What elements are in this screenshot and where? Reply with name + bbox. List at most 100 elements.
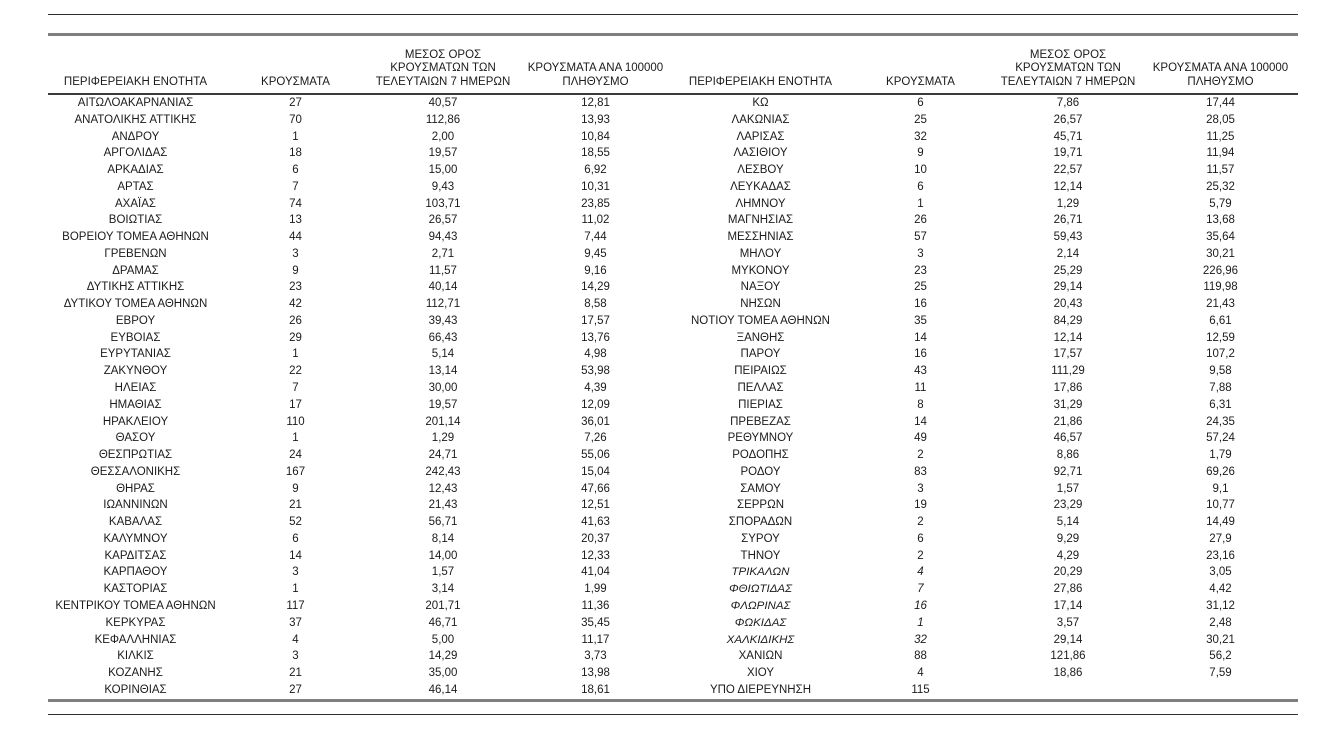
avg7-cell: 12,43 [428,482,458,495]
table-row: ΣΠΟΡΑΔΩΝ 2 5,14 14,49 [673,514,1298,531]
table-row: ΝΟΤΙΟΥ ΤΟΜΕΑ ΑΘΗΝΩΝ 35 84,29 6,61 [673,313,1298,330]
avg7-cell: 12,14 [1053,180,1083,193]
avg7-cell: 59,43 [1053,231,1083,244]
header-underline [48,93,1298,95]
table-row: ΚΑΒΑΛΑΣ 52 56,71 41,63 [48,514,673,531]
region-cell: ΑΝΑΤΟΛΙΚΗΣ ΑΤΤΙΚΗΣ [74,113,197,126]
table-row: ΜΑΓΝΗΣΙΑΣ 26 26,71 13,68 [673,212,1298,229]
per100k-cell: 12,33 [581,549,610,562]
cases-cell: 26 [914,214,927,227]
cases-cell: 7 [292,382,299,395]
cases-cell: 32 [914,633,927,646]
table-top-border [48,33,1298,36]
table-row: ΗΡΑΚΛΕΙΟΥ 110 201,14 36,01 [48,414,673,431]
table-header-row: ΠΕΡΙΦΕΡΕΙΑΚΗ ΕΝΟΤΗΤΑ ΚΡΟΥΣΜΑΤΑ ΜΕΣΟΣ ΟΡΟ… [48,36,1298,93]
region-cell: ΠΙΕΡΙΑΣ [738,398,783,411]
avg7-cell: 30,00 [428,382,458,395]
avg7-cell: 5,14 [431,348,455,361]
per100k-cell: 4,39 [584,382,607,395]
cases-cell: 3 [917,482,924,495]
region-cell: ΗΡΑΚΛΕΙΟΥ [102,415,169,428]
region-cell: ΠΕΙΡΑΙΩΣ [734,365,787,378]
region-cell: ΚΕΦΑΛΛΗΝΙΑΣ [94,633,177,646]
table-row: ΛΗΜΝΟΥ 1 1,29 5,79 [673,196,1298,213]
cases-cell: 70 [289,113,302,126]
region-cell: ΒΟΙΩΤΙΑΣ [108,214,163,227]
avg7-cell: 4,29 [1056,549,1080,562]
report-page: ΠΕΡΙΦΕΡΕΙΑΚΗ ΕΝΟΤΗΤΑ ΚΡΟΥΣΜΑΤΑ ΜΕΣΟΣ ΟΡΟ… [0,14,1329,745]
per100k-cell: 35,64 [1206,231,1235,244]
per100k-cell: 35,45 [581,616,610,629]
region-cell: ΦΩΚΙΔΑΣ [734,616,787,629]
cases-cell: 14 [914,331,927,344]
per100k-cell: 3,05 [1209,566,1232,579]
region-cell: ΚΑΡΔΙΤΣΑΣ [104,549,167,562]
region-cell: ΠΕΛΛΑΣ [737,382,784,395]
table-row: ΚΑΛΥΜΝΟΥ 6 8,14 20,37 [48,531,673,548]
per100k-cell: 17,57 [581,314,610,327]
region-cell: ΓΡΕΒΕΝΩΝ [104,247,167,260]
cases-cell: 17 [289,398,302,411]
avg7-cell: 39,43 [428,314,458,327]
region-cell: ΡΟΔΟΠΗΣ [732,449,789,462]
column-header-region: ΠΕΡΙΦΕΡΕΙΑΚΗ ΕΝΟΤΗΤΑ [63,75,208,88]
avg7-cell: 2,00 [431,130,455,143]
table-row: ΜΕΣΣΗΝΙΑΣ 57 59,43 35,64 [673,229,1298,246]
bottom-rule [48,713,1298,715]
region-cell: ΑΧΑΪΑΣ [115,197,156,210]
cases-cell: 6 [917,532,924,545]
per100k-cell: 10,31 [581,180,610,193]
table-row: ΑΡΓΟΛΙΔΑΣ 18 19,57 18,55 [48,145,673,162]
region-cell: ΘΕΣΣΑΛΟΝΙΚΗΣ [90,465,181,478]
cases-cell: 21 [289,499,302,512]
avg7-cell: 46,14 [428,683,458,696]
per100k-cell: 6,61 [1209,314,1232,327]
per100k-cell: 13,93 [581,113,610,126]
avg7-cell [993,682,1143,699]
table-row: ΓΡΕΒΕΝΩΝ 3 2,71 9,45 [48,246,673,263]
per100k-cell: 20,37 [581,532,610,545]
region-cell: ΔΥΤΙΚΟΥ ΤΟΜΕΑ ΑΘΗΝΩΝ [63,298,208,311]
region-cell: ΚΑΣΤΟΡΙΑΣ [103,583,168,596]
region-cell: ΣΕΡΡΩΝ [736,499,785,512]
avg7-cell: 18,86 [1053,667,1083,680]
cases-cell: 74 [289,197,302,210]
per100k-cell: 57,24 [1206,432,1235,445]
cases-cell: 2 [917,449,924,462]
per100k-cell: 55,06 [581,449,610,462]
table-row: ΦΘΙΩΤΙΔΑΣ 7 27,86 4,42 [673,581,1298,598]
avg7-cell: 40,57 [428,97,458,109]
per100k-cell: 12,59 [1206,331,1235,344]
per100k-cell: 7,26 [584,432,607,445]
region-cell: ΡΟΔΟΥ [740,465,781,478]
per100k-cell: 4,98 [584,348,607,361]
region-cell: ΑΡΤΑΣ [117,180,154,193]
region-cell: ΚΕΡΚΥΡΑΣ [105,616,166,629]
table-row: ΑΝΑΤΟΛΙΚΗΣ ΑΤΤΙΚΗΣ 70 112,86 13,93 [48,112,673,129]
table-row: ΚΑΡΠΑΘΟΥ 3 1,57 41,04 [48,564,673,581]
per100k-cell: 11,36 [581,599,610,612]
table-row: ΣΑΜΟΥ 3 1,57 9,1 [673,481,1298,498]
table-row: ΛΑΚΩΝΙΑΣ 25 26,57 28,05 [673,112,1298,129]
per100k-cell: 10,77 [1206,499,1235,512]
cases-cell: 1 [292,348,299,361]
region-cell: ΡΕΘΥΜΝΟΥ [727,432,794,445]
avg7-cell: 2,14 [1056,247,1080,260]
region-cell: ΖΑΚΥΝΘΟΥ [103,365,168,378]
region-cell: ΚΑΒΑΛΑΣ [108,516,163,529]
per100k-cell: 28,05 [1206,113,1235,126]
region-cell: ΚΑΛΥΜΝΟΥ [103,532,168,545]
cases-cell: 3 [292,247,299,260]
column-header-avg7: ΜΕΣΟΣ ΟΡΟΣ ΚΡΟΥΣΜΑΤΩΝ ΤΩΝ ΤΕΛΕΥΤΑΙΩΝ 7 Η… [1000,48,1136,88]
table-row: ΑΡΚΑΔΙΑΣ 6 15,00 6,92 [48,162,673,179]
per100k-cell: 41,63 [581,516,610,529]
cases-cell: 1 [292,130,299,143]
per100k-cell: 3,73 [584,650,607,663]
region-cell: ΦΘΙΩΤΙΔΑΣ [728,583,792,596]
column-header-per100k: ΚΡΟΥΣΜΑΤΑ ΑΝΑ 100000 ΠΛΗΘΥΣΜΟ [527,62,664,88]
table-row: ΚΕΦΑΛΛΗΝΙΑΣ 4 5,00 11,17 [48,632,673,649]
avg7-cell: 26,57 [428,214,458,227]
region-cell: ΑΡΚΑΔΙΑΣ [107,164,164,177]
table-row: ΝΑΞΟΥ 25 29,14 119,98 [673,279,1298,296]
region-cell: ΔΡΑΜΑΣ [112,264,159,277]
